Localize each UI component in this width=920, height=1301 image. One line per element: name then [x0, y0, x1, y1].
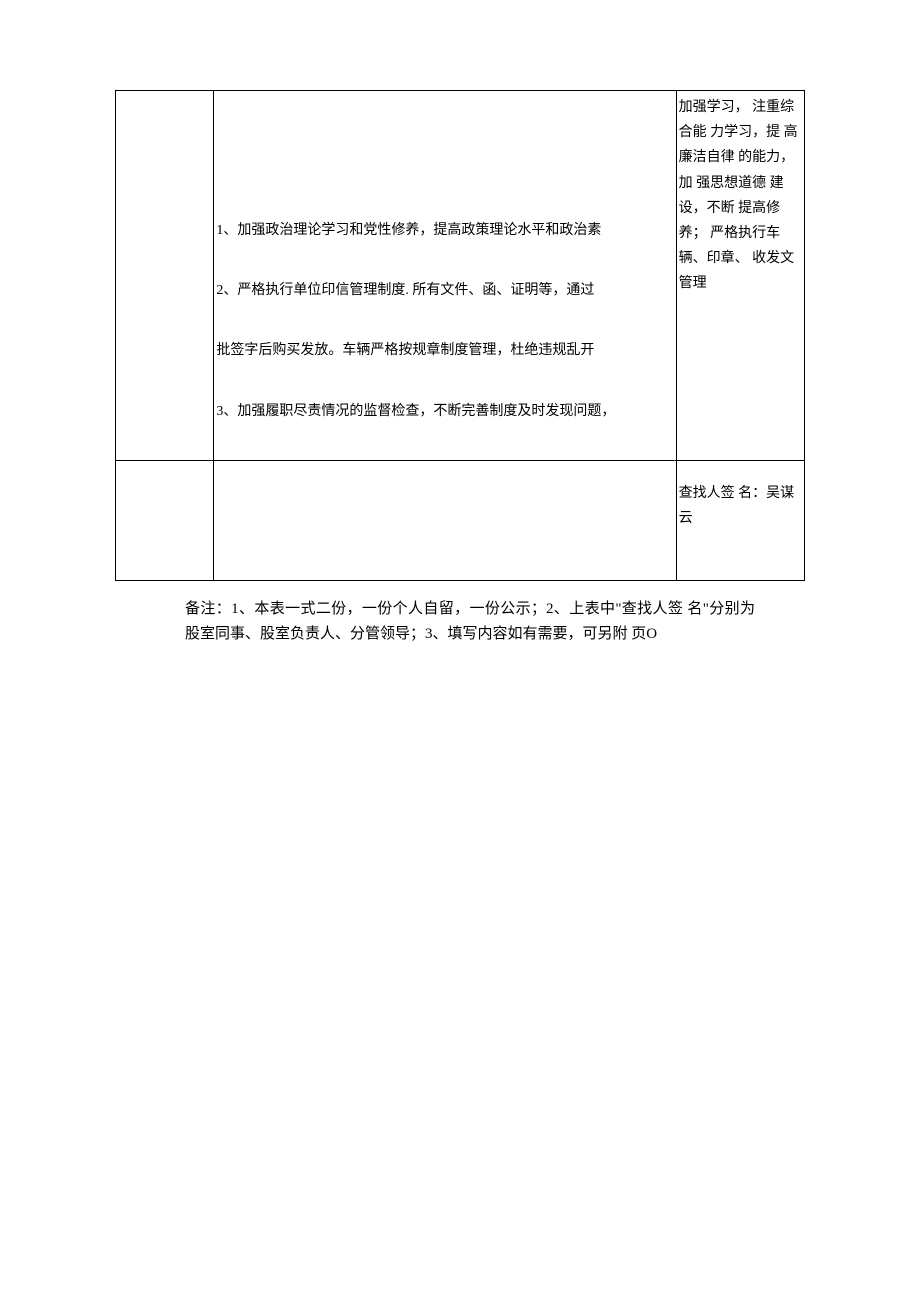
table-row-2: 查找人签 名：吴谋云 — [116, 460, 805, 580]
document-table: 1、加强政治理论学习和党性修养，提高政策理论水平和政治素 2、严格执行单位印信管… — [115, 90, 805, 581]
col2-item-1: 1、加强政治理论学习和党性修养，提高政策理论水平和政治素 — [216, 215, 673, 247]
footnote-text: 备注：1、本表一式二份，一份个人自留，一份公示；2、上表中"查找人签 名"分别为… — [115, 597, 805, 648]
table-row-1: 1、加强政治理论学习和党性修养，提高政策理论水平和政治素 2、严格执行单位印信管… — [116, 91, 805, 461]
row2-col2 — [214, 460, 676, 580]
col2-item-2: 2、严格执行单位印信管理制度. 所有文件、函、证明等，通过 — [216, 275, 673, 307]
row1-col2: 1、加强政治理论学习和党性修养，提高政策理论水平和政治素 2、严格执行单位印信管… — [214, 91, 676, 461]
row1-col1 — [116, 91, 214, 461]
row1-col3: 加强学习， 注重综合能 力学习，提 高廉洁自律 的能力，加 强思想道德 建设，不… — [676, 91, 804, 461]
row2-col3: 查找人签 名：吴谋云 — [676, 460, 804, 580]
col2-item-4: 3、加强履职尽责情况的监督检查，不断完善制度及时发现问题， — [216, 396, 673, 428]
row2-col1 — [116, 460, 214, 580]
col2-item-3: 批签字后购买发放。车辆严格按规章制度管理，杜绝违规乱开 — [216, 335, 673, 367]
